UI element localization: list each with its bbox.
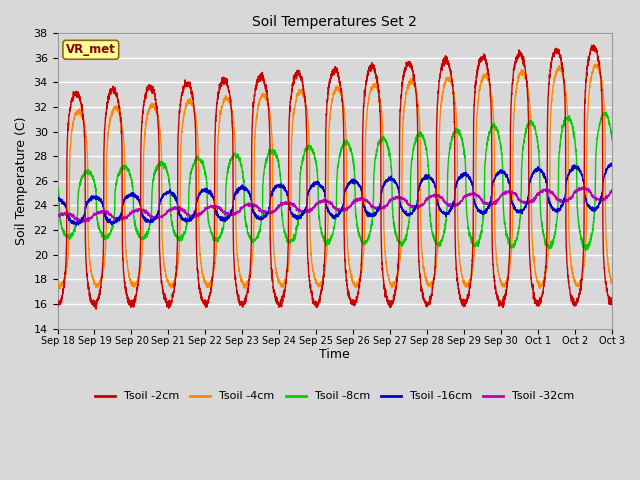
Y-axis label: Soil Temperature (C): Soil Temperature (C) [15, 117, 28, 245]
X-axis label: Time: Time [319, 348, 350, 360]
Legend: Tsoil -2cm, Tsoil -4cm, Tsoil -8cm, Tsoil -16cm, Tsoil -32cm: Tsoil -2cm, Tsoil -4cm, Tsoil -8cm, Tsoi… [91, 387, 579, 406]
Text: VR_met: VR_met [66, 43, 116, 56]
Title: Soil Temperatures Set 2: Soil Temperatures Set 2 [252, 15, 417, 29]
